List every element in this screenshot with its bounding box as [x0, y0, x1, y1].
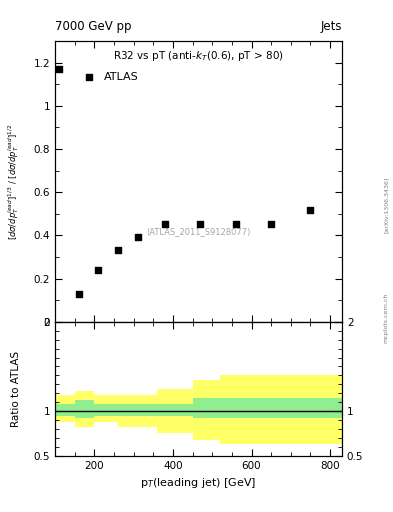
Point — [75, 290, 82, 298]
Point — [56, 65, 62, 73]
Y-axis label: $[d\sigma/dp_T^{lead}]^{1/3}$ / $[d\sigma/dp_T^{lead}]^{1/2}$: $[d\sigma/dp_T^{lead}]^{1/3}$ / $[d\sigm… — [6, 123, 20, 240]
Y-axis label: Ratio to ATLAS: Ratio to ATLAS — [11, 351, 20, 427]
Point — [115, 245, 121, 253]
Point — [268, 220, 274, 228]
Point — [162, 220, 168, 228]
X-axis label: p$_{T}$(leading jet) [GeV]: p$_{T}$(leading jet) [GeV] — [140, 476, 257, 490]
Text: [arXiv:1306.3436]: [arXiv:1306.3436] — [384, 177, 388, 233]
Text: Jets: Jets — [320, 20, 342, 33]
Point — [307, 205, 314, 214]
Text: (ATLAS_2011_S9128077): (ATLAS_2011_S9128077) — [146, 227, 251, 237]
Point — [134, 232, 141, 241]
Point — [197, 220, 204, 228]
Point — [95, 266, 101, 274]
Text: 7000 GeV pp: 7000 GeV pp — [55, 20, 132, 33]
Text: R32 vs pT (anti-$k_T$(0.6), pT > 80): R32 vs pT (anti-$k_T$(0.6), pT > 80) — [113, 49, 284, 63]
Text: mcplots.cern.ch: mcplots.cern.ch — [384, 292, 388, 343]
Text: ATLAS: ATLAS — [104, 73, 139, 82]
Point — [13, 130, 19, 138]
Point — [233, 220, 239, 228]
